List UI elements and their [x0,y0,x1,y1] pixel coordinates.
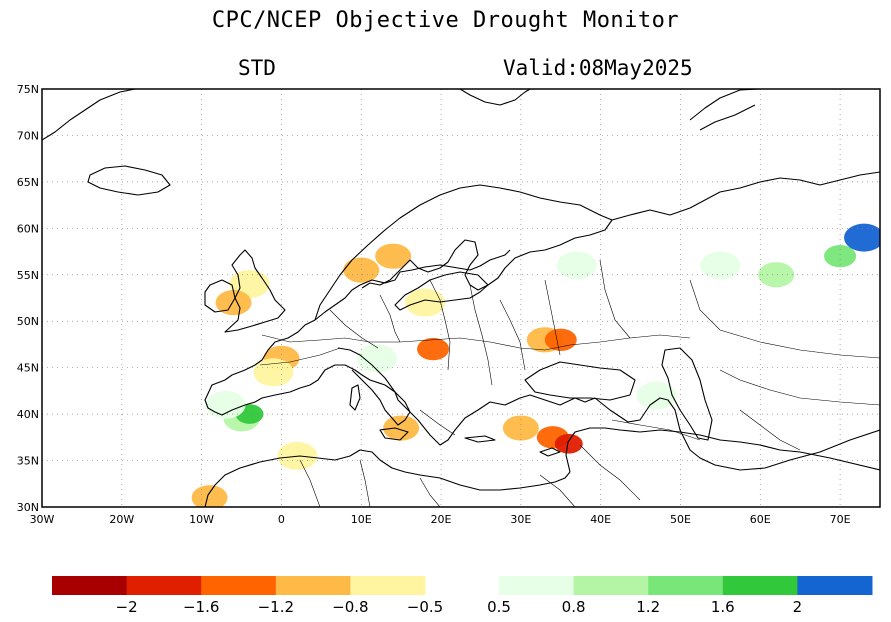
lat-tick-label: 40N [17,408,39,421]
coastline-crete [464,435,496,443]
coastline-cyprus [539,447,561,457]
legend-label: −1.6 [183,598,219,616]
legend-label: −0.8 [332,598,368,616]
legend-swatch-dry [275,576,351,595]
legend: −2 −1.6 −1.2 −0.8 −0.5 0.5 0.8 1.2 1.6 2 [52,576,873,616]
coastline-levant [565,427,880,473]
anomaly-caucasus [636,381,677,410]
coastlines [42,89,880,507]
anomaly-morocco [191,485,228,507]
lon-tick-label: 40E [590,513,611,526]
chart-title: CPC/NCEP Objective Drought Monitor [211,8,680,33]
product-label: STD [238,56,276,80]
valid-date: Valid:08May2025 [503,56,693,80]
anomaly-baltic-russia [556,251,597,280]
anomaly-russia [758,262,795,288]
legend-label: −1.2 [258,598,294,616]
lon-tick-label: 30E [510,513,531,526]
legend-swatch-dry [126,576,202,595]
legend-dry-swatches [52,576,426,595]
map-background [42,89,880,507]
anomaly-turkey [502,415,539,441]
legend-swatch-wet [722,576,798,595]
legend-label: 2 [793,598,803,616]
map-frame [41,88,881,508]
coastline-sardinia [349,384,361,411]
anomaly-w-france [253,358,294,387]
drought-map: 30N 35N 40N 45N 50N 55N 60N 65N 70N 75N 30W 20W 10W… [17,83,881,526]
coastline-italy [337,347,411,426]
anomaly-layer [191,223,880,507]
lon-tick-label: 10W [189,513,214,526]
coastline-black-sea [524,361,636,401]
country-borders [259,259,880,507]
lon-tick-label: 30W [30,513,55,526]
coastline-russia-north [611,171,880,221]
legend-label: 0.5 [487,598,511,616]
coastline-caspian [661,347,713,441]
legend-swatch-dry [52,576,128,595]
legend-swatch-wet [499,576,575,595]
anomaly-turkey [554,434,583,454]
lat-tick-label: 70N [17,129,39,142]
lat-tick-label: 60N [17,222,39,235]
anomaly-russia [844,223,880,252]
anomaly-italy [383,415,420,441]
anomaly-ireland-uk [215,290,252,316]
longitude-labels: 30W 20W 10W 0 10E 20E 30E 40E 50E 60E 70E [30,513,851,526]
lat-tick-label: 35N [17,455,39,468]
legend-swatch-wet [648,576,724,595]
lat-tick-label: 65N [17,176,39,189]
anomaly-russia [824,245,857,268]
latitude-labels: 30N 35N 40N 45N 50N 55N 60N 65N 70N 75N [17,83,39,514]
coastline-scandinavia [314,184,613,321]
lat-tick-label: 30N [17,501,39,514]
coastline-svalbard [459,89,531,106]
anomaly-poland [405,288,446,317]
lon-tick-label: 70E [830,513,851,526]
legend-swatch-dry [350,576,426,595]
anomaly-denmark [343,257,380,283]
coastline-baltic [394,271,489,311]
legend-label: 0.8 [562,598,586,616]
anomaly-russia [700,251,741,280]
legend-wet-swatches [499,576,873,595]
legend-swatch-wet [573,576,649,595]
lon-tick-label: 0 [278,513,285,526]
lon-tick-label: 20W [109,513,134,526]
anomaly-hungary [417,337,450,361]
anomaly-iberia [205,390,246,419]
coastline-iceland [87,165,171,196]
lat-tick-label: 45N [17,362,39,375]
coastline-north-africa [204,449,571,507]
legend-label: −2 [116,598,138,616]
anomaly-s-sweden [375,243,412,269]
coastline-ireland [204,279,236,313]
legend-label: −0.5 [407,598,443,616]
lon-tick-label: 60E [750,513,771,526]
lat-tick-label: 50N [17,315,39,328]
anomaly-ukraine [544,328,577,351]
legend-label: 1.2 [636,598,660,616]
legend-swatch-dry [201,576,277,595]
lat-tick-label: 75N [17,83,39,96]
lon-tick-label: 20E [431,513,452,526]
lat-tick-label: 55N [17,269,39,282]
legend-labels: −2 −1.6 −1.2 −0.8 −0.5 0.5 0.8 1.2 1.6 2 [116,598,803,616]
lon-tick-label: 50E [670,513,691,526]
legend-swatch-wet [797,576,873,595]
coastline-mainland [204,249,880,471]
coastline-sicily [379,427,409,441]
coastline-greenland [42,89,136,141]
anomaly-n-italy [357,344,398,373]
legend-label: 1.6 [711,598,735,616]
coastline-uk [224,249,286,333]
lon-tick-label: 10E [351,513,372,526]
